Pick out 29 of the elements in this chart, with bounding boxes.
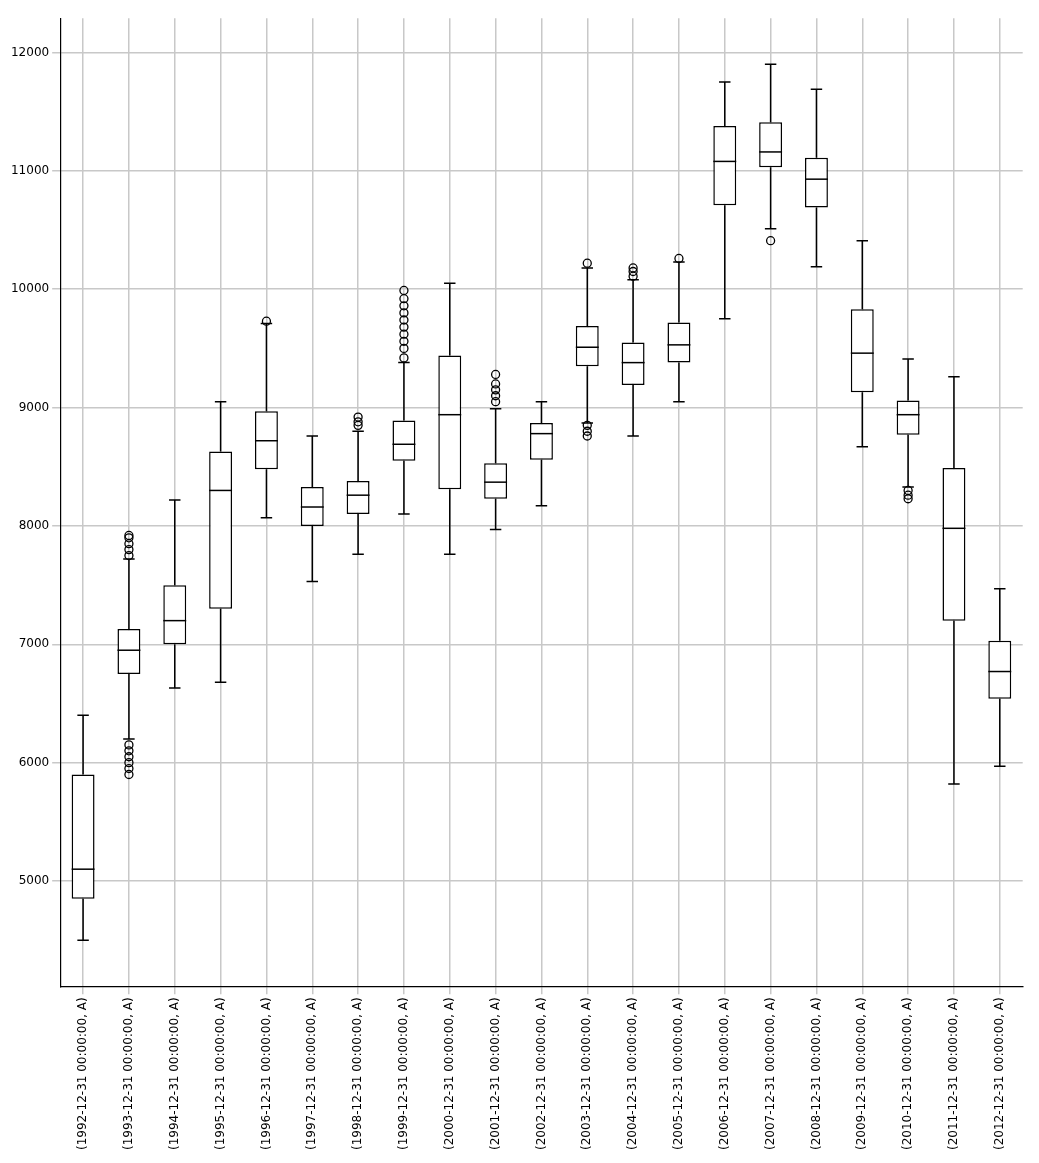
x-tick-label: (2007-12-31 00:00:00, A)	[762, 997, 777, 1151]
x-tick-label: (2008-12-31 00:00:00, A)	[808, 997, 823, 1151]
x-tick-label: (1992-12-31 00:00:00, A)	[75, 997, 90, 1151]
x-tick-label: (2009-12-31 00:00:00, A)	[854, 997, 869, 1151]
x-tick-label: (2012-12-31 00:00:00, A)	[991, 997, 1006, 1151]
y-tick-label: 8000	[18, 518, 50, 533]
x-tick-label: (2000-12-31 00:00:00, A)	[441, 997, 456, 1151]
x-tick-label: (2006-12-31 00:00:00, A)	[716, 997, 731, 1151]
y-tick-label: 7000	[18, 636, 50, 651]
x-tick-label: (2010-12-31 00:00:00, A)	[900, 997, 915, 1151]
x-tick-label: (1996-12-31 00:00:00, A)	[258, 997, 273, 1151]
x-tick-label: (1994-12-31 00:00:00, A)	[166, 997, 181, 1151]
y-tick-label: 5000	[18, 873, 50, 888]
x-tick-label: (1999-12-31 00:00:00, A)	[396, 997, 411, 1151]
x-tick-label: (1997-12-31 00:00:00, A)	[304, 997, 319, 1151]
y-tick-label: 9000	[18, 399, 50, 414]
y-tick-label: 11000	[10, 163, 50, 177]
x-tick-label: (1993-12-31 00:00:00, A)	[121, 997, 136, 1151]
x-tick-label: (2011-12-31 00:00:00, A)	[946, 997, 961, 1151]
x-tick-label: (2004-12-31 00:00:00, A)	[625, 997, 640, 1151]
x-tick-label: (2002-12-31 00:00:00, A)	[533, 997, 548, 1151]
x-tick-label: (2005-12-31 00:00:00, A)	[671, 997, 686, 1151]
x-tick-label: (1995-12-31 00:00:00, A)	[212, 997, 227, 1151]
x-tick-label: (1998-12-31 00:00:00, A)	[350, 997, 365, 1151]
y-tick-label: 6000	[18, 754, 50, 769]
y-tick-label: 12000	[10, 44, 50, 59]
x-tick-label: (2001-12-31 00:00:00, A)	[487, 997, 502, 1151]
y-tick-label: 10000	[10, 281, 50, 296]
x-tick-label: (2003-12-31 00:00:00, A)	[579, 997, 594, 1151]
